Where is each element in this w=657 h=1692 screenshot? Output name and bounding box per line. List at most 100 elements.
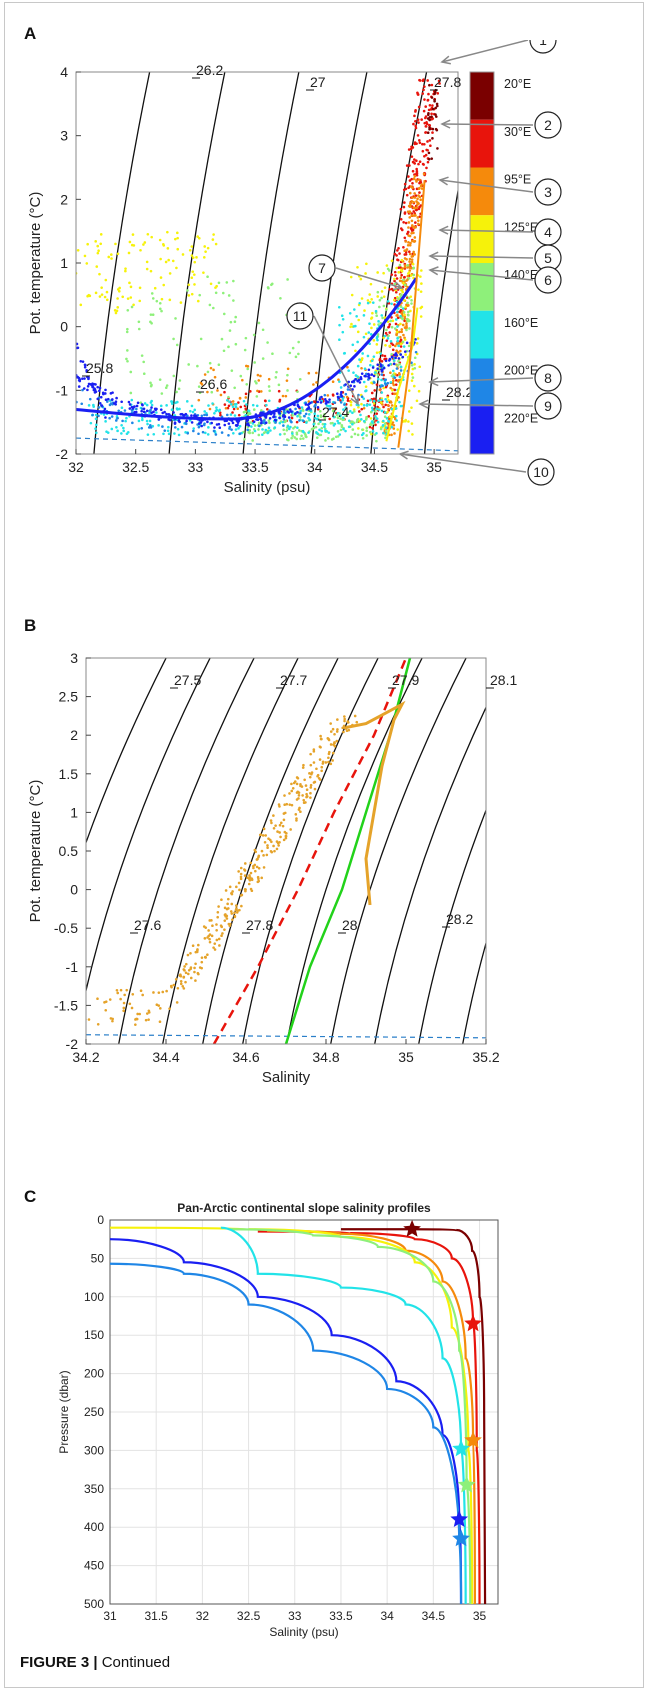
- dot-darkred: [428, 83, 431, 87]
- dot-green: [300, 434, 303, 438]
- dot-yellow: [375, 343, 379, 346]
- arrow-head: [350, 394, 359, 406]
- dot-green: [175, 343, 179, 347]
- dot-orange-b: [130, 1006, 134, 1010]
- dot-green: [410, 299, 413, 302]
- dot-cyan: [185, 400, 189, 403]
- dot-lightblue: [379, 385, 382, 389]
- dot-yellow: [420, 305, 424, 309]
- dot-red: [404, 221, 408, 225]
- dot-yellow: [388, 415, 392, 418]
- dot-green: [271, 352, 274, 355]
- dot-orange-b: [336, 718, 339, 721]
- dot-red: [418, 78, 421, 82]
- dot-orange-b: [193, 966, 196, 970]
- dot-orange-b: [200, 960, 204, 964]
- dot-cyan: [266, 431, 270, 434]
- dot-red: [413, 114, 416, 118]
- plot-area-c: [110, 1226, 487, 1604]
- dot-darkred: [431, 137, 434, 140]
- dot-cyan: [371, 430, 375, 433]
- dot-orange: [224, 406, 228, 410]
- dot-blue: [213, 426, 216, 429]
- dot-orange-b: [174, 977, 178, 981]
- dot-orange-b: [239, 872, 243, 876]
- dot-green: [296, 390, 299, 393]
- dot-yellow: [196, 235, 199, 238]
- dot-cyan: [362, 314, 366, 317]
- dot-green: [246, 367, 250, 371]
- dot-orange-b: [175, 1001, 179, 1004]
- dot-red: [424, 131, 428, 134]
- dot-blue: [236, 420, 240, 424]
- dot-blue: [104, 392, 107, 395]
- dot-cyan: [105, 430, 108, 433]
- dot-blue: [294, 412, 297, 416]
- dot-orange-b: [329, 743, 333, 746]
- dot-blue: [336, 395, 340, 399]
- dot-orange: [241, 378, 244, 382]
- dot-cyan: [347, 419, 351, 423]
- dot-orange: [407, 241, 410, 244]
- dot-orange-b: [210, 934, 214, 938]
- isopycnal-label-b: 27.5: [174, 672, 201, 688]
- dot-lightblue: [238, 432, 242, 435]
- dot-red: [415, 187, 419, 191]
- dot-cyan: [325, 430, 329, 433]
- dot-orange-b: [189, 976, 193, 980]
- dot-red: [399, 338, 403, 342]
- dot-green: [151, 297, 155, 300]
- dot-orange: [413, 196, 417, 199]
- dot-blue: [309, 401, 312, 405]
- dot-blue: [76, 342, 79, 346]
- dot-lightblue: [246, 428, 250, 432]
- dot-lightblue: [328, 407, 332, 411]
- dot-red: [426, 160, 430, 164]
- dot-yellow: [396, 428, 399, 431]
- dot-cyan: [352, 371, 355, 374]
- dot-orange: [417, 219, 420, 222]
- dot-red: [387, 325, 391, 328]
- dot-yellow: [195, 256, 198, 259]
- dot-green: [368, 423, 372, 426]
- dot-orange-b: [255, 865, 259, 869]
- dot-cyan: [229, 403, 233, 406]
- dot-orange: [412, 177, 416, 180]
- dot-red: [338, 399, 342, 402]
- dot-cyan: [341, 330, 345, 334]
- dot-orange-b: [235, 885, 238, 889]
- dot-lightblue: [336, 398, 340, 402]
- dot-green: [365, 426, 369, 430]
- dot-orange-b: [309, 783, 313, 787]
- dot-orange: [393, 344, 397, 348]
- dot-orange-b: [331, 751, 335, 755]
- dot-yellow: [176, 247, 180, 251]
- dot-orange-b: [152, 991, 155, 994]
- dot-yellow: [127, 251, 131, 255]
- dot-green: [317, 422, 320, 426]
- dot-orange-b: [272, 827, 276, 830]
- dot-orange-b: [326, 737, 330, 740]
- dot-cyan: [377, 320, 380, 323]
- dot-orange: [418, 178, 421, 182]
- dot-green: [290, 436, 293, 440]
- dot-yellow: [384, 344, 387, 347]
- dot-cyan: [352, 325, 356, 328]
- dot-yellow: [191, 256, 195, 259]
- dot-cyan: [371, 408, 374, 412]
- dot-orange-b: [250, 878, 254, 882]
- dot-blue: [210, 421, 214, 425]
- dot-blue: [177, 419, 181, 422]
- dot-yellow: [402, 281, 405, 285]
- dot-orange-b: [309, 786, 313, 789]
- dot-green: [298, 377, 302, 381]
- dot-yellow: [386, 396, 390, 399]
- dot-blue: [328, 398, 331, 401]
- dot-cyan: [115, 425, 118, 429]
- dot-orange: [386, 403, 390, 407]
- dot-cyan: [394, 407, 398, 410]
- dot-yellow: [400, 258, 404, 262]
- dot-green: [243, 348, 247, 352]
- dot-orange-b: [122, 1001, 126, 1005]
- dot-red: [249, 390, 252, 393]
